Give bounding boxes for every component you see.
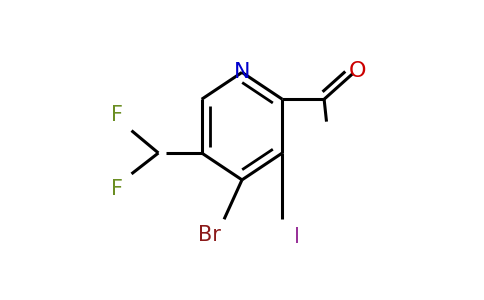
Text: O: O xyxy=(349,61,366,82)
Text: F: F xyxy=(110,179,122,199)
Text: Br: Br xyxy=(198,225,221,245)
Text: N: N xyxy=(234,62,250,82)
Text: I: I xyxy=(294,227,300,247)
Text: F: F xyxy=(110,105,122,125)
